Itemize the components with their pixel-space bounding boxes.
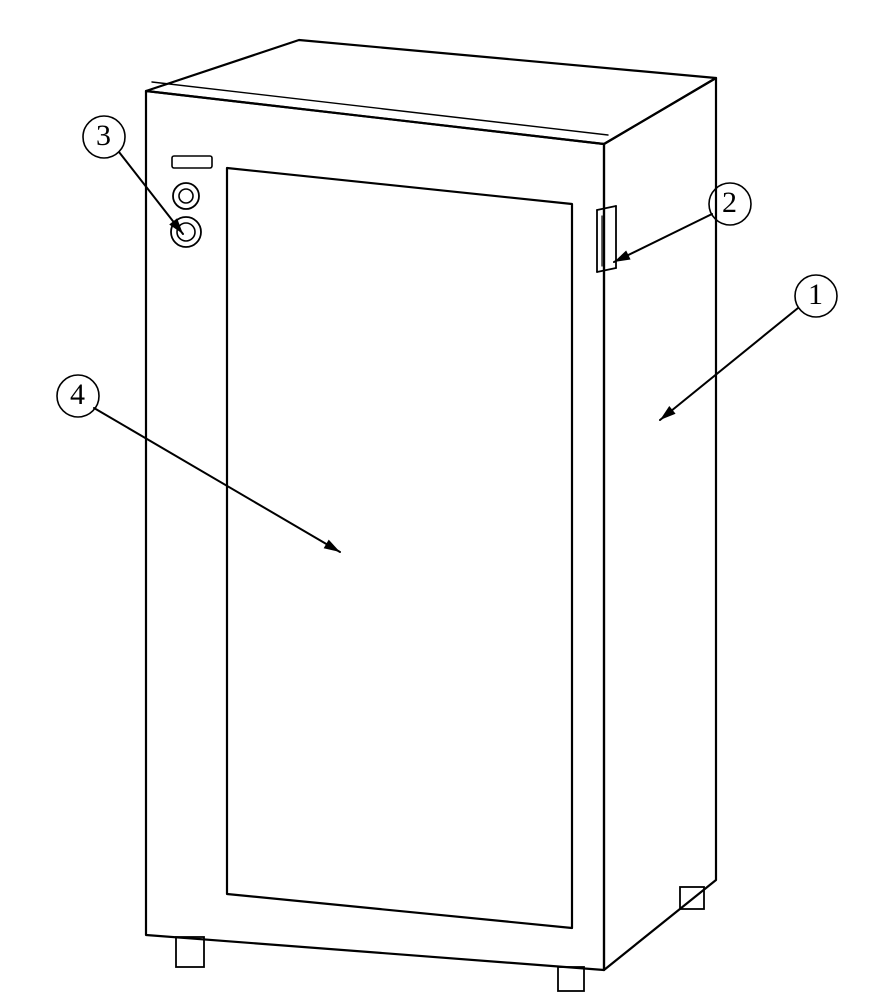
cabinet-body [146, 40, 716, 970]
foot-front-right [558, 967, 584, 991]
callout-label-1: 1 [808, 278, 823, 311]
callout-2: 2 [614, 183, 751, 262]
door-panel [227, 168, 572, 928]
callout-label-3: 3 [96, 119, 111, 152]
callout-label-2: 2 [722, 186, 737, 219]
control-panel [171, 156, 212, 247]
display-window [172, 156, 212, 168]
control-knob-upper [173, 183, 199, 209]
foot-front-left [176, 937, 204, 967]
callout-4: 4 [57, 375, 340, 552]
callout-3: 3 [83, 116, 183, 234]
callout-1: 1 [660, 275, 837, 420]
callout-label-4: 4 [70, 378, 85, 411]
